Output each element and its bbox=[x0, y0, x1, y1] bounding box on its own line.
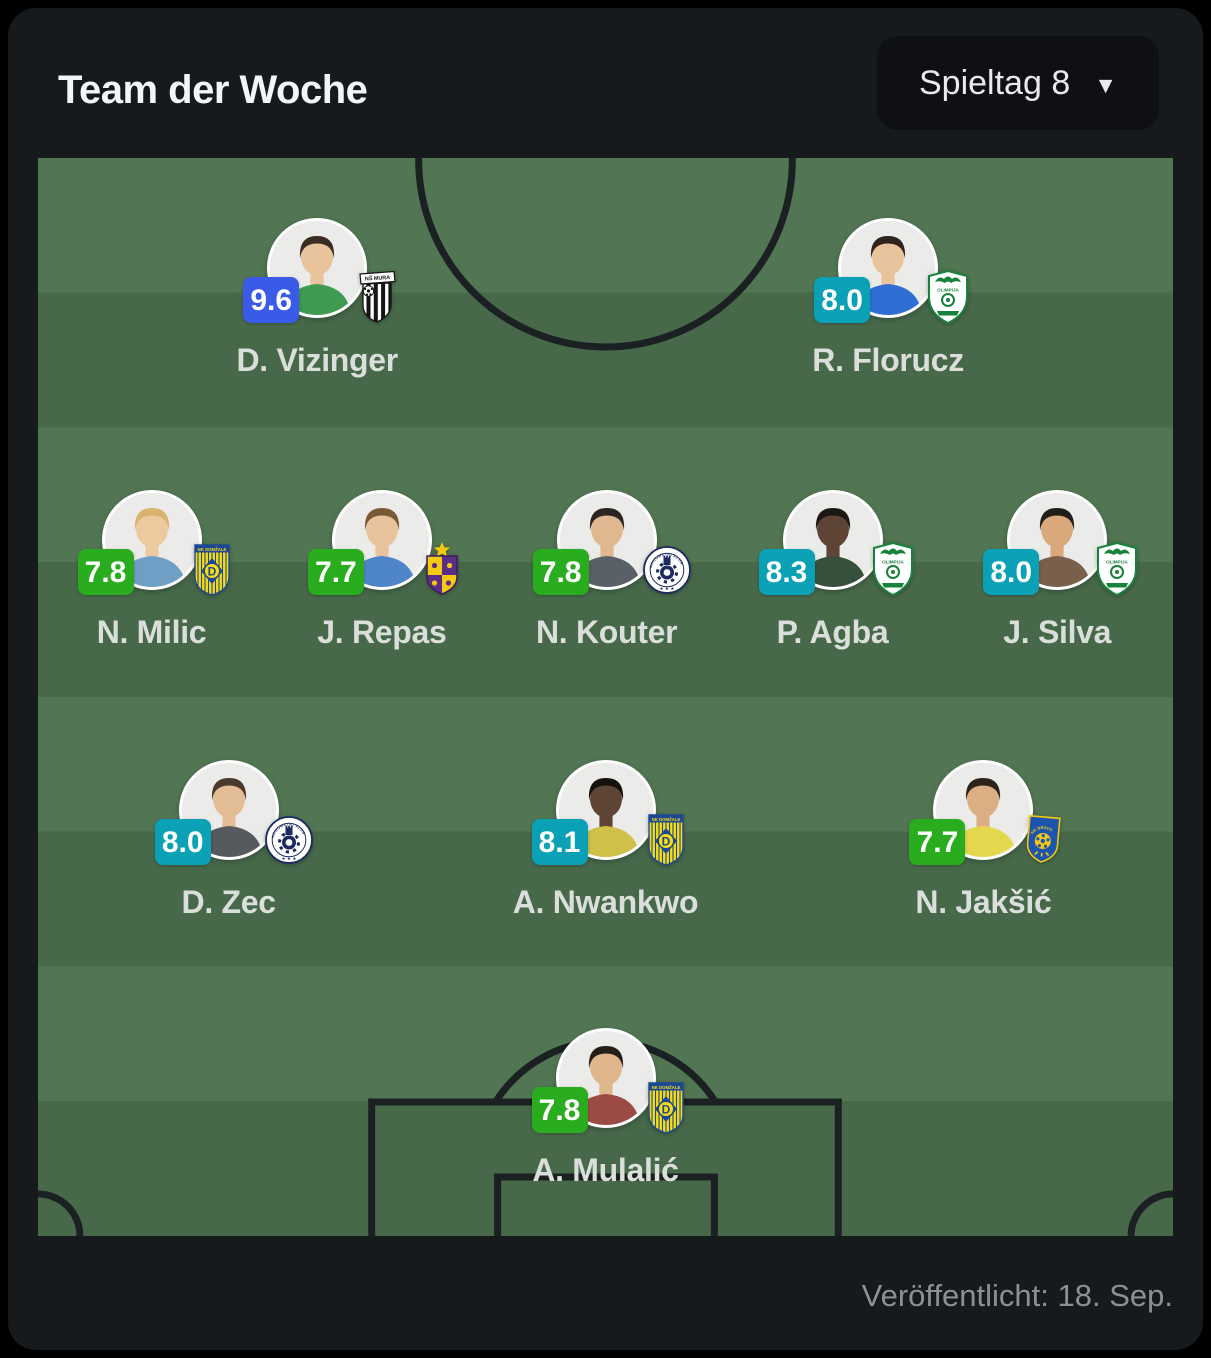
svg-text:D: D bbox=[661, 1103, 670, 1117]
rating-badge: 7.8 bbox=[532, 549, 589, 595]
rating-badge: 7.8 bbox=[531, 1087, 588, 1133]
rating-badge: 7.8 bbox=[77, 549, 134, 595]
published-date: Veröffentlicht: 18. Sep. bbox=[861, 1278, 1173, 1313]
svg-text:D: D bbox=[661, 835, 670, 849]
player-a-mulalic[interactable]: 7.8 NK DOMŽALE D A. Mulalić bbox=[496, 1028, 716, 1198]
svg-text:NK DOMŽALE: NK DOMŽALE bbox=[651, 817, 680, 822]
svg-text:NŠ MURA: NŠ MURA bbox=[365, 273, 391, 283]
mura-crest-icon: NŠ MURA bbox=[353, 269, 401, 325]
rating-badge: 7.7 bbox=[909, 819, 966, 865]
player-a-nwankwo[interactable]: 8.1 NK DOMŽALE D A. Nwankwo bbox=[496, 760, 716, 930]
player-name: A. Nwankwo bbox=[512, 884, 699, 920]
domzale-crest-icon: NK DOMŽALE D bbox=[642, 811, 690, 867]
player-name: J. Repas bbox=[317, 614, 447, 650]
player-avatar bbox=[178, 760, 279, 860]
player-d-vizinger[interactable]: 9.6 NŠ MURA D. Vizinger bbox=[207, 218, 427, 388]
player-name: A. Mulalić bbox=[532, 1152, 679, 1188]
corner-arc-right bbox=[1127, 1190, 1173, 1236]
svg-text:NK DOMŽALE: NK DOMŽALE bbox=[197, 547, 226, 552]
player-name: N. Milic bbox=[96, 614, 207, 650]
player-name: P. Agba bbox=[776, 614, 889, 650]
corner-arc-left bbox=[38, 1190, 84, 1236]
player-n-milic[interactable]: 7.8 NK DOMŽALE D N. Milic bbox=[42, 490, 262, 660]
player-avatar bbox=[933, 760, 1034, 860]
rating-badge: 8.0 bbox=[983, 549, 1040, 595]
player-avatar bbox=[838, 218, 939, 318]
player-avatar bbox=[331, 490, 432, 590]
goal-box-line bbox=[494, 1173, 718, 1236]
page-title: Team der Woche bbox=[58, 68, 368, 112]
svg-text:NK DOMŽALE: NK DOMŽALE bbox=[651, 1085, 680, 1090]
player-d-zec[interactable]: 8.0 NOGOMETNI KLUB ★ ★ ★ D. Zec bbox=[119, 760, 339, 930]
player-j-repas[interactable]: 7.7 J. Repas bbox=[272, 490, 492, 660]
rating-badge: 8.0 bbox=[814, 277, 871, 323]
player-name: N. Kouter bbox=[535, 614, 678, 650]
player-r-florucz[interactable]: 8.0 OLIMPIJA R. Florucz bbox=[778, 218, 998, 388]
olimpija-crest-icon: OLIMPIJA bbox=[924, 269, 972, 325]
pitch-markings bbox=[38, 158, 1173, 1236]
matchday-dropdown[interactable]: Spieltag 8 ▼ bbox=[877, 36, 1159, 130]
player-n-kouter[interactable]: 7.8 NOGOMETNI KLUB ★ ★ ★ N. Kouter bbox=[497, 490, 717, 660]
svg-text:D: D bbox=[207, 565, 216, 579]
player-name: R. Florucz bbox=[812, 342, 964, 378]
chevron-down-icon: ▼ bbox=[1094, 71, 1117, 98]
olimpija-crest-icon: OLIMPIJA bbox=[1093, 541, 1141, 597]
player-name: J. Silva bbox=[1003, 614, 1112, 650]
team-of-week-card: Team der Woche Spieltag 8 ▼ 9.6 NŠ MURA … bbox=[8, 8, 1203, 1350]
player-j-silva[interactable]: 8.0 OLIMPIJA J. Silva bbox=[947, 490, 1167, 660]
center-circle-line bbox=[415, 158, 796, 351]
svg-text:OLIMPIJA: OLIMPIJA bbox=[882, 560, 904, 565]
rating-badge: 9.6 bbox=[243, 277, 300, 323]
koper-crest-icon: NOGOMETNI KLUB ★ ★ ★ bbox=[642, 541, 691, 597]
svg-text:★ ★ ★: ★ ★ ★ bbox=[281, 856, 297, 861]
matchday-label: Spieltag 8 bbox=[919, 63, 1071, 102]
bravo-crest-icon: NK BRAVO bbox=[1019, 811, 1067, 867]
player-n-jaksic[interactable]: 7.7 NK BRAVO N. Jakšić bbox=[873, 760, 1093, 930]
olimpija-crest-icon: OLIMPIJA bbox=[869, 541, 917, 597]
rating-badge: 8.0 bbox=[154, 819, 211, 865]
player-name: D. Zec bbox=[181, 884, 277, 920]
svg-text:★ ★ ★: ★ ★ ★ bbox=[659, 586, 675, 591]
svg-text:OLIMPIJA: OLIMPIJA bbox=[937, 288, 959, 293]
domzale-crest-icon: NK DOMŽALE D bbox=[642, 1079, 690, 1135]
player-avatar bbox=[1007, 490, 1108, 590]
svg-text:OLIMPIJA: OLIMPIJA bbox=[1106, 560, 1128, 565]
koper-crest-icon: NOGOMETNI KLUB ★ ★ ★ bbox=[264, 811, 313, 867]
player-name: N. Jakšić bbox=[915, 884, 1052, 920]
rating-badge: 7.7 bbox=[307, 549, 364, 595]
player-avatar bbox=[555, 1028, 656, 1128]
player-p-agba[interactable]: 8.3 OLIMPIJA P. Agba bbox=[723, 490, 943, 660]
domzale-crest-icon: NK DOMŽALE D bbox=[188, 541, 236, 597]
rating-badge: 8.1 bbox=[531, 819, 588, 865]
maribor-crest-icon bbox=[418, 541, 466, 597]
football-pitch: 9.6 NŠ MURA D. Vizinger 8.0 OLIMPIJA R. … bbox=[38, 158, 1173, 1236]
player-avatar bbox=[556, 490, 657, 590]
player-name: D. Vizinger bbox=[236, 342, 398, 378]
rating-badge: 8.3 bbox=[758, 549, 815, 595]
